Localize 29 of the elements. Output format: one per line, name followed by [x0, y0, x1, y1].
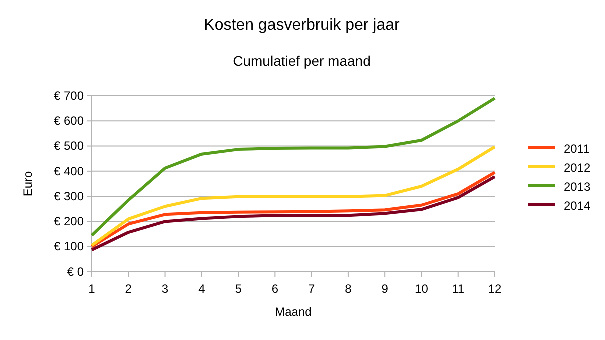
y-tick-label: € 700	[54, 88, 84, 103]
y-tick-label: € 400	[54, 164, 84, 178]
x-tick-label: 2	[125, 282, 132, 296]
y-axis-title: Euro	[21, 171, 35, 197]
line-series	[90, 146, 496, 248]
x-tick-label: 12	[488, 282, 502, 296]
legend-label: 2014	[564, 199, 592, 213]
x-tick-label: 5	[235, 282, 242, 296]
y-tick-label: € 600	[54, 114, 84, 128]
x-tick-label: 4	[198, 282, 206, 296]
x-tick-label: 6	[272, 282, 279, 296]
y-tick-label: € 100	[54, 240, 84, 254]
y-tick-label: € 300	[54, 189, 84, 204]
x-tick-label: 9	[382, 282, 389, 296]
chart-title: Kosten gasverbruik per jaar	[204, 17, 400, 34]
legend-label: 2013	[564, 180, 592, 194]
y-tick-label: € 500	[54, 139, 84, 154]
x-tick-label: 1	[88, 282, 96, 296]
y-tick-label: € 0	[67, 264, 84, 279]
legend-label: 2011	[564, 142, 590, 156]
x-tick-label: 3	[162, 282, 169, 296]
x-tick-label: 8	[345, 282, 352, 296]
x-tick-label: 11	[452, 282, 465, 296]
chart-subtitle: Cumulatief per maand	[233, 53, 371, 69]
x-tick-label: 7	[308, 282, 316, 296]
x-tick-label: 10	[415, 282, 429, 296]
x-axis-title: Maand	[275, 305, 312, 319]
y-tick-label: € 200	[54, 214, 84, 229]
legend-label: 2012	[564, 161, 592, 175]
